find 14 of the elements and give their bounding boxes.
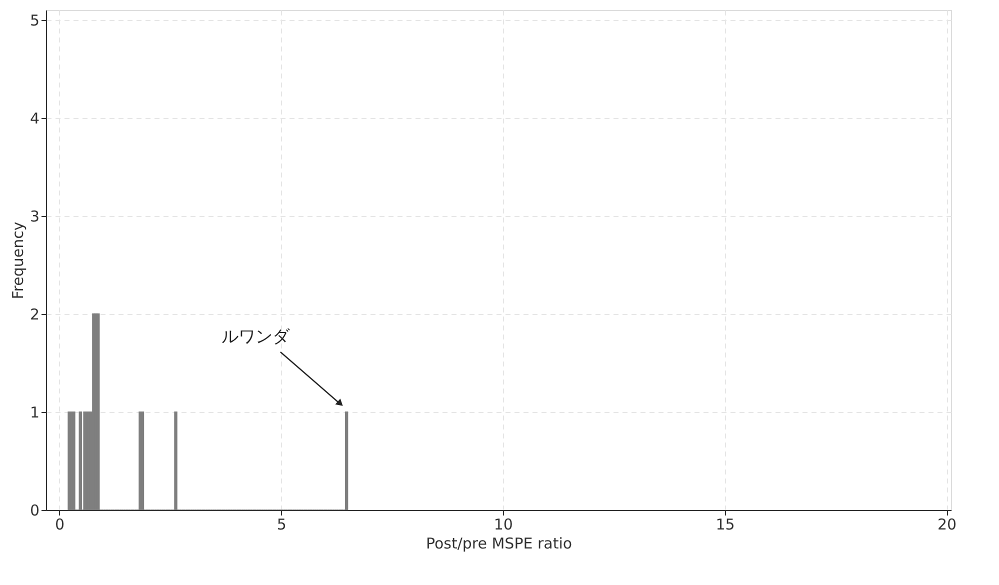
x-tick-label: 0 [55, 516, 65, 534]
y-axis-title: Frequency [8, 222, 27, 300]
x-tick-label: 10 [494, 516, 513, 534]
y-tick-label: 5 [30, 11, 40, 30]
y-tick-label: 0 [30, 502, 40, 520]
y-tick-label: 2 [30, 305, 40, 324]
x-tick-label: 5 [276, 516, 286, 534]
y-tick-label: 1 [30, 403, 40, 422]
x-tick-label: 20 [938, 516, 957, 534]
annotation: ルワンダ [221, 326, 290, 347]
x-axis-title: Post/pre MSPE ratio [426, 534, 572, 552]
y-tick-label: 3 [30, 207, 40, 226]
y-tick-label: 4 [30, 109, 40, 128]
x-tick-label: 15 [716, 516, 735, 534]
